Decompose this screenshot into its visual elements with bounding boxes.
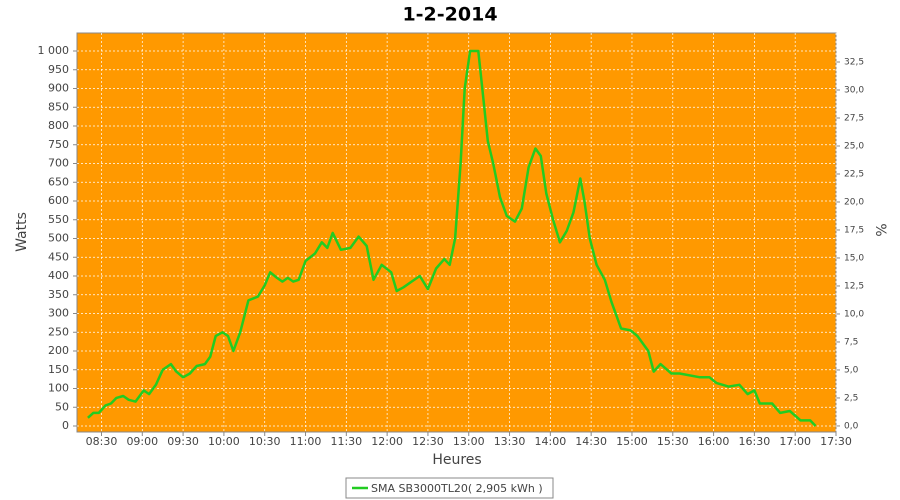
x-axis-label: Heures: [432, 452, 481, 468]
y2-tick-label: 17,5: [844, 225, 864, 235]
y-tick-label: 1 000: [38, 44, 70, 57]
legend-box: [345, 477, 554, 499]
y2-tick-label: 2,5: [844, 393, 858, 403]
y-tick-label: 350: [48, 288, 69, 301]
y-tick-label: 300: [48, 307, 69, 320]
x-tick-label: 15:30: [657, 435, 689, 448]
y-tick-label: 400: [48, 269, 69, 282]
y2-tick-label: 22,5: [844, 169, 864, 179]
y-tick-label: 700: [48, 157, 69, 170]
y2-tick-label: 27,5: [844, 113, 864, 123]
y2-tick-label: 20,0: [844, 197, 864, 207]
y2-tick-label: 30,0: [844, 86, 864, 96]
x-tick-label: 16:30: [739, 435, 771, 448]
y2-tick-label: 15,0: [844, 253, 864, 263]
y2-tick-label: 7,5: [844, 337, 858, 347]
x-tick-label: 17:00: [779, 435, 811, 448]
x-tick-label: 17:30: [820, 435, 852, 448]
y-tick-label: 500: [48, 232, 69, 245]
y-tick-label: 250: [48, 325, 69, 338]
x-tick-label: 14:00: [535, 435, 567, 448]
y-tick-label: 600: [48, 194, 69, 207]
y2-tick-label: 0,0: [844, 421, 859, 431]
x-tick-label: 14:30: [575, 435, 607, 448]
y-tick-label: 800: [48, 119, 69, 132]
y-tick-label: 0: [62, 419, 69, 432]
x-tick-label: 13:30: [494, 435, 526, 448]
y-tick-label: 100: [48, 382, 69, 395]
y2-tick-label: 12,5: [844, 281, 864, 291]
x-tick-label: 09:00: [126, 435, 158, 448]
x-tick-label: 12:00: [371, 435, 403, 448]
data-line: [87, 49, 817, 427]
y-tick-label: 150: [48, 363, 69, 376]
y-tick-label: 900: [48, 82, 69, 95]
x-tick-label: 15:00: [616, 435, 648, 448]
y-tick-label: 200: [48, 344, 69, 357]
y2-tick-label: 32,5: [844, 58, 864, 68]
x-tick-label: 10:00: [208, 435, 240, 448]
y-tick-label: 850: [48, 100, 69, 113]
y2-tick-label: 25,0: [844, 141, 864, 151]
x-tick-label: 16:00: [698, 435, 730, 448]
x-tick-label: 13:00: [453, 435, 485, 448]
y-tick-label: 950: [48, 63, 69, 76]
y2-axis-label: %: [872, 223, 888, 236]
y-tick-label: 750: [48, 138, 69, 151]
x-tick-label: 09:30: [167, 435, 199, 448]
x-tick-label: 12:30: [412, 435, 444, 448]
chart-title: 1-2-2014: [402, 4, 497, 26]
x-tick-label: 11:00: [290, 435, 322, 448]
legend-label: SMA SB3000TL20( 2,905 kWh ): [371, 482, 543, 495]
y2-tick-label: 10,0: [844, 309, 864, 319]
y-axis-label: Watts: [14, 212, 30, 252]
y-tick-label: 50: [55, 400, 69, 413]
y-tick-label: 450: [48, 250, 69, 263]
x-tick-label: 11:30: [330, 435, 362, 448]
x-tick-label: 08:30: [86, 435, 118, 448]
y-tick-label: 550: [48, 213, 69, 226]
y2-tick-label: 5,0: [844, 365, 859, 375]
x-tick-label: 10:30: [249, 435, 281, 448]
y-tick-label: 650: [48, 175, 69, 188]
